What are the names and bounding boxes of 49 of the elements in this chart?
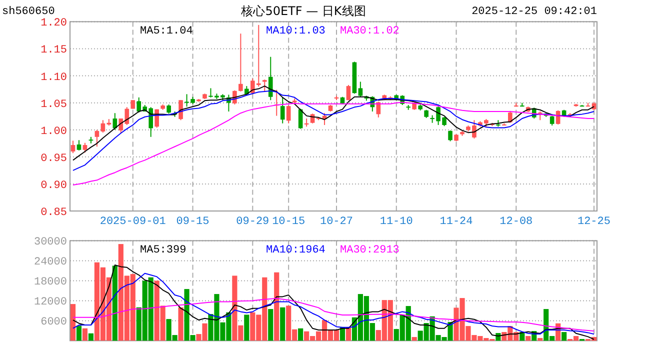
bar [280,307,286,341]
y-tick-label: 24000 [34,256,67,269]
x-tick-label: 12-25 [578,216,611,228]
x-tick-label: 09-15 [176,216,210,228]
bar [298,328,304,341]
y-tick-label: 12000 [34,296,67,309]
bar [244,314,250,341]
y-tick-label: 6000 [40,316,67,329]
bar [538,338,543,341]
text: MA10:1964 [266,244,326,257]
y-tick-label: 18000 [34,276,67,289]
line-series [72,298,595,332]
text: MA30:1.02 [340,26,400,38]
y-tick-label: 0.90 [40,180,67,192]
bar [526,336,531,341]
chart-title: 核心50ETF — 日K线图 [240,4,366,18]
series-label: MA5:399 [140,244,186,257]
x-tick-label: 09-29 [236,216,270,228]
text: 2025-12-25 09:42:01 [472,6,598,18]
y-tick-label: 0.85 [40,207,67,219]
y-tick-label: 0.95 [40,152,67,165]
y-tick-label: 1.15 [40,44,67,57]
bar [82,328,88,341]
y-tick-label: 1.05 [40,98,67,111]
bar [412,337,417,341]
x-tick-label: 10-15 [272,216,306,228]
y-tick-label: 1.10 [40,72,67,84]
x-tick-label: 11-24 [440,216,474,228]
x-tick-label: 2025-09-01 [100,216,166,228]
bar [562,332,567,341]
line-series [72,272,595,335]
bar [70,304,76,341]
text: MA30:2913 [340,244,400,257]
bar [268,309,274,341]
bar [76,326,82,341]
text: sh560650 [2,6,55,18]
x-tick-label: 12-08 [500,216,533,228]
y-tick-label: 1.00 [40,126,67,138]
y-tick-label: 30000 [34,236,67,249]
text: MA10:1.03 [266,26,326,38]
x-tick-label: 11-10 [380,216,413,228]
y-tick-label: 1.20 [40,18,67,30]
bar [88,333,94,341]
x-tick-label: 10-27 [320,216,353,228]
line-series [72,264,595,340]
bar [178,307,184,341]
text: MA5:1.04 [140,26,194,38]
bar [274,272,280,341]
bar [112,266,118,341]
